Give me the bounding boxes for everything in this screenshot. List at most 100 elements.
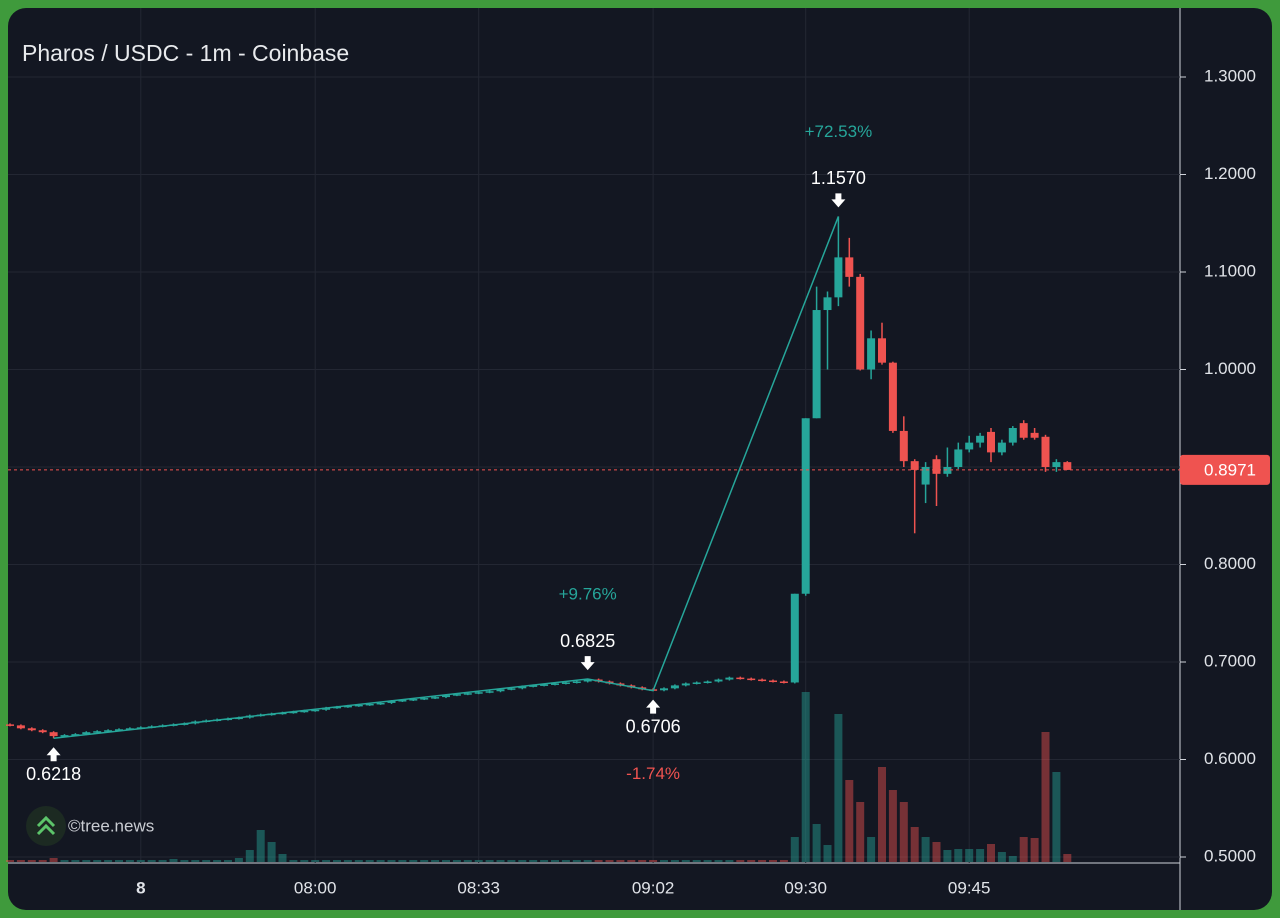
candle-body (561, 682, 570, 684)
volume-bar (823, 845, 832, 862)
candle-body (681, 683, 690, 686)
pivot-arrow (46, 747, 61, 762)
pivot-arrow (580, 656, 595, 671)
pivot-change: -1.74% (626, 764, 680, 783)
volume-bar (856, 802, 865, 862)
pivot-label: 0.6825 (560, 631, 615, 651)
candle-body (431, 697, 440, 699)
candle-body (1063, 462, 1072, 470)
candle-body (463, 693, 472, 695)
volume-bar (60, 860, 69, 862)
candle-body (834, 257, 843, 298)
volume-bar (551, 860, 559, 862)
candle-body (343, 705, 352, 708)
candle-body (660, 688, 668, 691)
candle-body (703, 681, 712, 683)
candle-body (311, 709, 320, 712)
volume-bar (638, 860, 647, 862)
candle-body (16, 725, 25, 729)
candle-body (888, 362, 897, 431)
volume-bar (224, 860, 232, 862)
candle-body (365, 703, 374, 706)
volume-bar (322, 860, 331, 862)
volume-bar (692, 860, 701, 862)
x-tick-label: 09:30 (784, 878, 827, 897)
candle-body (354, 704, 363, 707)
candle-body (333, 706, 341, 709)
y-tick-label: 0.5000 (1204, 846, 1256, 865)
annotations: 0.6218 0.6825 +9.76% 0.6706 -1.74% 1.1570 +72.… (8, 122, 1180, 784)
volume-bar (202, 860, 211, 862)
y-tick-label: 1.2000 (1204, 164, 1256, 183)
volume-bar (670, 860, 679, 862)
volume-bar (278, 854, 287, 862)
candle-body (779, 681, 788, 683)
pivot-change: +9.76% (559, 585, 617, 604)
volume-bar (311, 860, 320, 862)
volume-bar (213, 860, 222, 862)
volume-bar (191, 860, 200, 862)
candle-body (823, 297, 832, 311)
volume-bar (997, 852, 1006, 862)
watermark: ©tree.news (68, 816, 154, 835)
candle-body (714, 679, 723, 682)
candle-body (943, 467, 952, 474)
volume-bar (888, 790, 897, 862)
candle-body (1041, 436, 1050, 467)
volume-bar (529, 860, 538, 862)
volume-bar (376, 860, 385, 862)
candle-body (736, 677, 745, 680)
candle-body (845, 257, 854, 277)
candles (6, 216, 1072, 739)
volume-bar (354, 860, 363, 862)
volume-bar (660, 860, 668, 862)
volume-bar (736, 860, 745, 862)
candle-body (376, 702, 385, 705)
volume-bar (125, 860, 134, 862)
volume-bar (561, 860, 570, 862)
x-tick-label: 09:02 (632, 878, 675, 897)
volume-bar (93, 860, 102, 862)
candle-body (474, 692, 483, 694)
candle-body (60, 735, 69, 737)
candle-body (1008, 428, 1017, 443)
candle-body (71, 734, 80, 736)
volume-bar (343, 860, 352, 862)
volume-bar (82, 860, 91, 862)
candle-body (82, 732, 91, 735)
candle-body (670, 685, 679, 689)
volume-bar (6, 860, 14, 862)
candle-body (572, 681, 581, 683)
volume-bar (1019, 837, 1028, 862)
volume-bar (300, 860, 309, 862)
y-tick-label: 1.3000 (1204, 66, 1256, 85)
volume-bar (267, 842, 276, 862)
candle-body (540, 684, 549, 686)
volume-bar (115, 860, 123, 862)
candle-body (518, 686, 527, 689)
x-tick-label: 08:33 (457, 878, 500, 897)
candle-body (452, 694, 461, 696)
volume-bar (649, 860, 658, 862)
x-tick-label: 09:45 (948, 878, 991, 897)
pivot-arrow (646, 699, 661, 714)
candle-body (758, 679, 767, 682)
candle-body (867, 338, 876, 370)
y-tick-label: 0.7000 (1204, 651, 1256, 670)
volume-bar (987, 844, 995, 862)
volume-bar (474, 860, 483, 862)
volume-bar (289, 860, 298, 862)
volume-bar (147, 860, 156, 862)
candle-body (49, 732, 58, 737)
volume-bar (1063, 854, 1072, 862)
x-tick-label: 08:00 (294, 878, 337, 897)
volume-bar (943, 850, 952, 862)
candle-body (387, 701, 396, 703)
volume-bar (540, 860, 549, 862)
candle-body (976, 435, 985, 443)
zigzag-line (53, 216, 840, 739)
volume-bar (27, 860, 36, 862)
volume-bar (333, 860, 341, 862)
x-tick-label: 8 (136, 878, 145, 897)
